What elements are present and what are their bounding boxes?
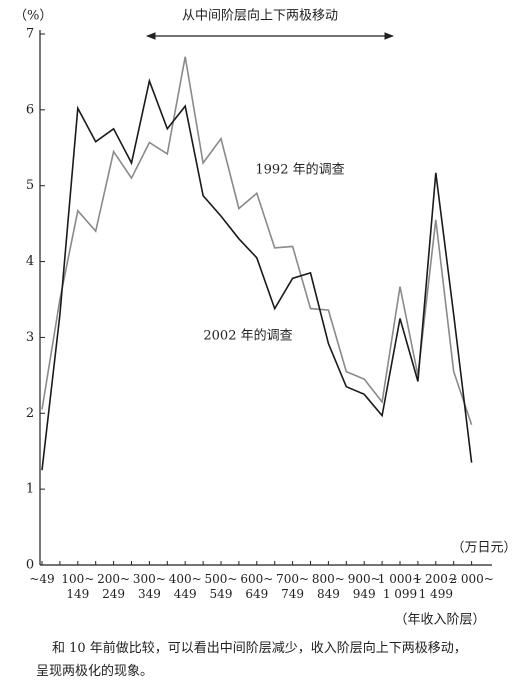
arrow-annotation: 从中间阶层向上下两极移动 xyxy=(182,8,338,24)
y-tick-label: 6 xyxy=(26,102,34,117)
x-tick-label: 1 000~ 1 099 xyxy=(377,572,423,601)
caption-line: 呈现两极化的现象。 xyxy=(36,664,154,679)
y-tick-label: 3 xyxy=(26,330,34,345)
series-line xyxy=(41,56,473,425)
caption-line: 和 10 年前做比较，可以看出中间阶层减少，收入阶层向上下两极移动， xyxy=(52,641,467,656)
x-tick-label: 900~ 949 xyxy=(347,572,381,601)
series-label: 1992 年的调查 xyxy=(255,162,344,178)
y-tick-label: 5 xyxy=(26,178,34,193)
x-tick-label: 200~ 249 xyxy=(97,572,131,601)
y-tick-label: 0 xyxy=(26,558,34,573)
x-tick-label: 400~ 449 xyxy=(168,572,202,601)
series-line xyxy=(41,78,473,471)
y-tick-label: 4 xyxy=(26,254,34,269)
y-tick-label: 7 xyxy=(26,27,34,42)
x-tick-label: 800~ 849 xyxy=(311,572,345,601)
y-tick-label: 1 xyxy=(26,482,34,497)
x-tick-label: 300~ 349 xyxy=(132,572,166,601)
x-tick-label: ~49 xyxy=(29,572,55,586)
x-axis-label: （年收入阶层） xyxy=(394,613,485,628)
x-tick-label: 600~ 649 xyxy=(240,572,274,601)
x-tick-label: 2 000~ xyxy=(449,572,494,586)
x-tick-label: 100~ 149 xyxy=(61,572,95,601)
x-tick-label: 500~ 549 xyxy=(204,572,238,601)
x-tick-label: 700~ 749 xyxy=(276,572,310,601)
y-tick-label: 2 xyxy=(26,406,34,421)
series-label: 2002 年的调查 xyxy=(203,328,292,344)
x-tick-label: 1 200~ 1 499 xyxy=(413,572,458,601)
y-unit: （%） xyxy=(14,9,52,24)
x-unit: （万日元） xyxy=(451,541,516,556)
